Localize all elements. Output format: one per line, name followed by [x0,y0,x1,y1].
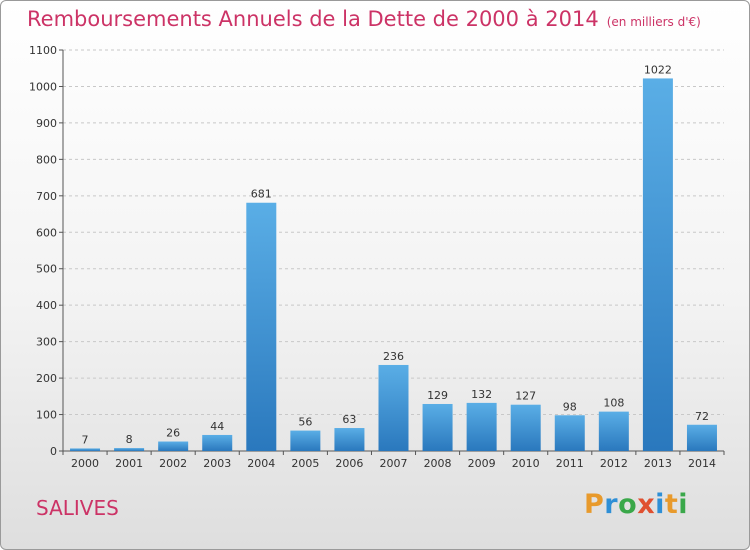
logo-letter: r [604,489,619,520]
y-tick-label: 500 [36,263,57,276]
x-tick-label: 2001 [115,457,143,470]
x-tick-label: 2000 [71,457,99,470]
bar [202,434,233,451]
bar-value-label: 8 [126,433,133,446]
y-tick-label: 100 [36,409,57,422]
bar [510,404,541,451]
x-tick-label: 2010 [512,457,540,470]
bar [70,448,101,451]
bar [334,428,365,451]
bar-value-label: 56 [298,416,312,429]
bar-value-label: 127 [515,390,536,403]
bar-value-label: 7 [82,433,89,446]
y-tick-label: 1100 [29,44,57,57]
y-tick-label: 700 [36,190,57,203]
proxiti-logo: Proxiti [584,489,688,520]
y-tick-label: 200 [36,372,57,385]
y-tick-label: 400 [36,299,57,312]
y-tick-label: 300 [36,336,57,349]
bar-value-label: 681 [251,188,272,201]
x-tick-label: 2003 [203,457,231,470]
bar-value-label: 98 [563,400,577,413]
logo-letter: i [678,489,689,520]
bar [554,415,585,451]
x-tick-label: 2007 [380,457,408,470]
bar [686,424,717,451]
chart-title-text: Remboursements Annuels de la Dette de 20… [27,7,599,31]
logo-letter: x [637,489,656,520]
y-tick-label: 900 [36,117,57,130]
x-tick-label: 2004 [247,457,275,470]
bar [378,364,409,451]
bar-value-label: 72 [695,410,709,423]
bar [114,448,145,451]
chart-subtitle: (en milliers d'€) [606,15,701,29]
x-tick-label: 2013 [644,457,672,470]
bar-value-label: 108 [603,397,624,410]
bar-value-label: 63 [342,413,356,426]
bar-value-label: 44 [210,420,224,433]
bar [598,411,629,451]
bar [246,202,277,451]
y-tick-label: 0 [50,445,57,458]
logo-letter: P [584,489,605,520]
bar [422,403,453,451]
bar-value-label: 132 [471,388,492,401]
bar [466,402,497,451]
logo-letter: i [655,489,665,520]
y-tick-label: 1000 [29,80,57,93]
bar-value-label: 26 [166,427,180,440]
bar [290,430,321,451]
logo-letter: t [664,489,679,520]
x-tick-label: 2012 [600,457,628,470]
bar [642,78,673,452]
bar-value-label: 1022 [644,63,672,76]
bar-value-label: 129 [427,389,448,402]
bar-value-label: 236 [383,350,404,363]
chart-title: Remboursements Annuels de la Dette de 20… [27,7,701,31]
logo-letter: o [618,489,638,520]
x-tick-label: 2005 [291,457,319,470]
y-tick-label: 800 [36,153,57,166]
x-tick-label: 2014 [688,457,716,470]
x-tick-label: 2009 [468,457,496,470]
commune-name: SALIVES [36,496,119,520]
x-tick-label: 2002 [159,457,187,470]
x-tick-label: 2006 [335,457,363,470]
x-tick-label: 2011 [556,457,584,470]
y-tick-label: 600 [36,226,57,239]
bar [158,441,189,451]
x-tick-label: 2008 [424,457,452,470]
